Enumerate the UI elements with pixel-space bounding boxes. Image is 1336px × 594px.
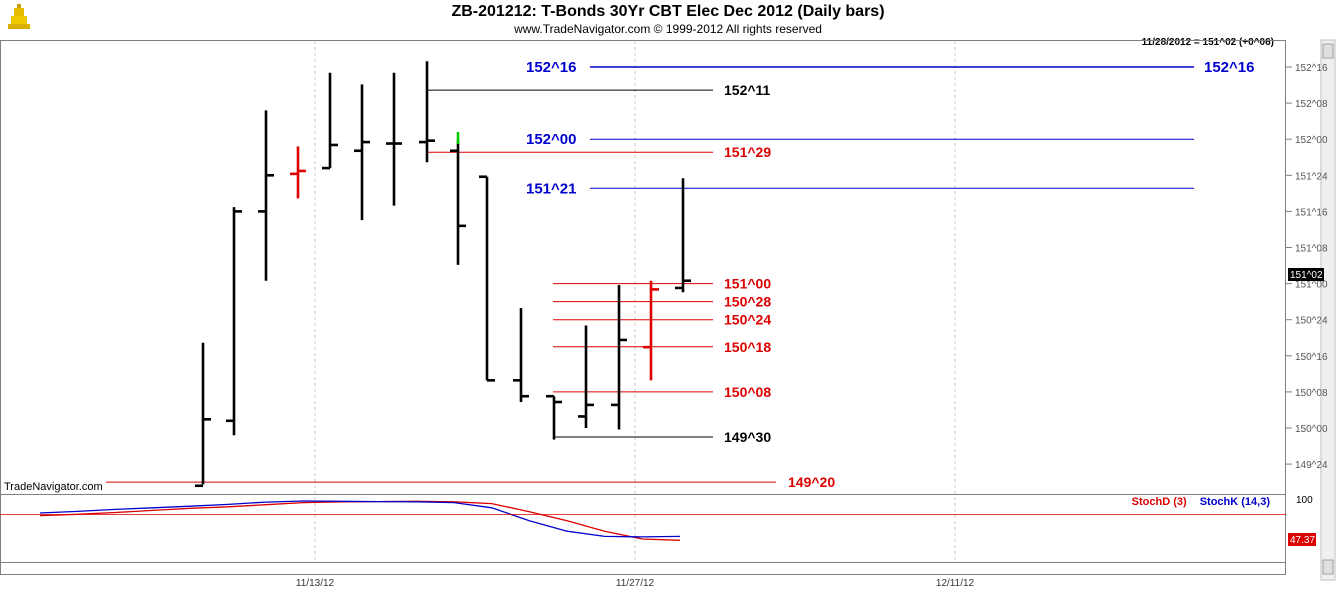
- y-tick-label: 151^08: [1295, 244, 1328, 255]
- level-label: 150^24: [724, 312, 771, 328]
- x-tick-label: 11/27/12: [616, 578, 655, 589]
- level-label-left: 152^00: [526, 131, 576, 148]
- y-tick-label: 150^08: [1295, 388, 1328, 399]
- price-badge: 151^02: [1290, 270, 1323, 281]
- x-tick-label: 11/13/12: [296, 578, 335, 589]
- vertical-scrollbar[interactable]: [1320, 39, 1336, 581]
- y-tick-label: 150^00: [1295, 424, 1328, 435]
- ohlc-bars: [195, 61, 691, 488]
- stoch-d-label: StochD (3): [1131, 496, 1187, 508]
- stochastic-lines: [39, 500, 681, 541]
- scroll-down-button[interactable]: [1322, 559, 1334, 575]
- y-tick-label: 149^24: [1295, 460, 1328, 471]
- chart-title: ZB-201212: T-Bonds 30Yr CBT Elec Dec 201…: [451, 3, 885, 20]
- stoch-panel-frame: [0, 494, 1286, 575]
- level-lines: 152^16 152^16 152^11 152^00 151^29 151^21 151^…: [106, 59, 1254, 490]
- last-quote: 11/28/2012 = 151^02 (+0^06): [1141, 37, 1274, 48]
- stoch-value-badge: 47.37: [1290, 535, 1315, 546]
- price-panel-frame: [0, 40, 1286, 495]
- price-badge-box: [1288, 268, 1324, 281]
- level-label: 152^11: [724, 82, 771, 98]
- level-label: 150^28: [724, 294, 771, 310]
- x-axis-ticks: 11/13/12 11/27/12 12/11/12: [296, 578, 975, 589]
- level-label-right: 152^16: [1204, 59, 1254, 76]
- stoch-badge-box: [1288, 533, 1316, 546]
- level-label: 149^30: [724, 429, 771, 445]
- stoch-legend: StochD (3) StochK (14,3): [1132, 496, 1270, 508]
- level-label: 151^00: [724, 276, 771, 292]
- scroll-up-button[interactable]: [1322, 43, 1334, 59]
- chart-subtitle: www.TradeNavigator.com © 1999-2012 All r…: [514, 22, 822, 36]
- y-tick-label: 151^00: [1295, 280, 1328, 291]
- stoch-line: [39, 500, 681, 538]
- stoch-k-label: StochK (14,3): [1199, 496, 1270, 508]
- level-label: 149^20: [788, 474, 835, 490]
- y-tick-label: 152^00: [1295, 135, 1328, 146]
- y-tick-label: 152^08: [1295, 99, 1328, 110]
- y-tick-label: 151^24: [1295, 171, 1328, 182]
- y-tick-label: 152^16: [1295, 63, 1328, 74]
- level-label: 150^18: [724, 339, 771, 355]
- level-label-left: 151^21: [526, 180, 576, 197]
- level-label: 151^29: [724, 144, 771, 160]
- y-tick-label: 150^16: [1295, 352, 1328, 363]
- y-axis-ticks: 149^24150^00150^08150^16150^24151^00151^…: [1286, 63, 1328, 471]
- stoch-line: [39, 500, 681, 541]
- level-label: 150^08: [724, 384, 771, 400]
- stoch-100-label: 100: [1296, 495, 1313, 506]
- level-label-left: 152^16: [526, 59, 576, 76]
- trade-navigator-logo: [2, 2, 36, 32]
- brand-label: TradeNavigator.com: [4, 481, 103, 493]
- x-tick-label: 12/11/12: [936, 578, 975, 589]
- y-tick-label: 150^24: [1295, 316, 1328, 327]
- y-tick-label: 151^16: [1295, 207, 1328, 218]
